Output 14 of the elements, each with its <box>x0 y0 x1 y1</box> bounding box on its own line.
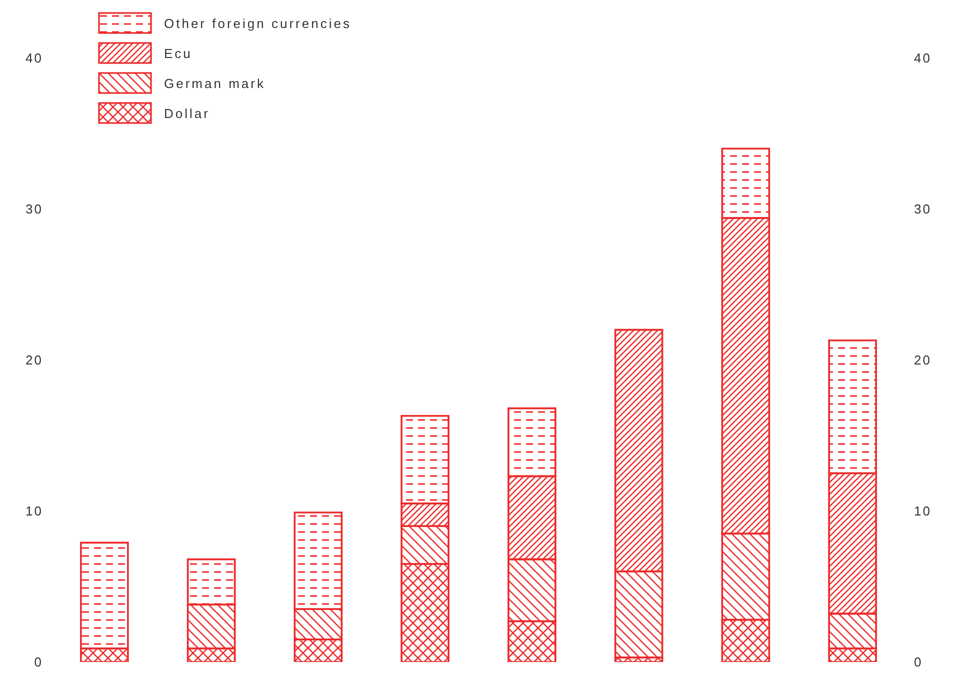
y-tick-label: 0 <box>34 654 43 670</box>
legend-label: German mark <box>164 76 266 90</box>
y-tick-label: 30 <box>26 202 43 217</box>
y2-tick-label: 40 <box>914 50 932 66</box>
y-tick-label: 40 <box>26 50 43 66</box>
legend-label: Dollar <box>164 106 210 120</box>
legend-label: Ecu <box>164 46 192 60</box>
y2-tick-label: 10 <box>914 504 932 519</box>
y2-tick-label: 0 <box>914 654 923 670</box>
y2-tick-label: 30 <box>914 202 932 217</box>
y-tick-label: 20 <box>26 352 43 368</box>
y2-tick-label: 20 <box>914 352 932 368</box>
y-tick-label: 10 <box>26 504 43 519</box>
legend-label: Other foreign currencies <box>164 16 352 30</box>
